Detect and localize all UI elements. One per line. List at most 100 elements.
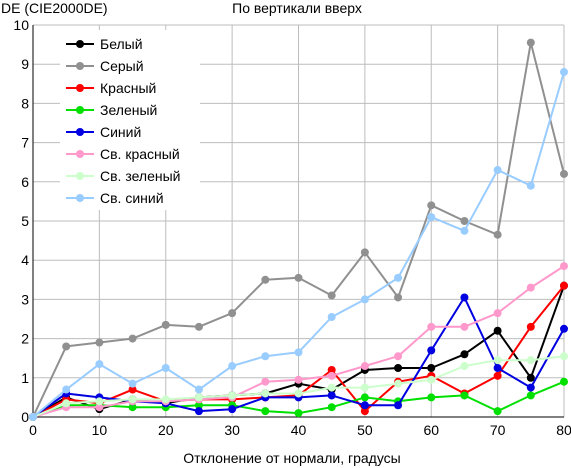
legend-label: Св. синий (100, 190, 164, 206)
y-tick-label: 1 (21, 370, 29, 386)
y-tick-label: 6 (21, 174, 29, 190)
data-point (560, 281, 568, 290)
legend-item: Св. красный (66, 146, 180, 162)
data-point (327, 313, 336, 322)
data-point (493, 356, 502, 365)
data-point (460, 391, 469, 400)
data-point (560, 169, 568, 178)
data-point (95, 397, 104, 406)
data-point (294, 348, 303, 357)
legend-label: Красный (100, 80, 156, 96)
data-point (194, 407, 203, 416)
data-point (194, 322, 203, 331)
series-group (29, 38, 568, 421)
y-tick-label: 3 (21, 291, 29, 307)
data-point (360, 383, 369, 392)
data-point (394, 364, 403, 372)
data-point (427, 201, 436, 210)
legend-swatch-marker (76, 128, 84, 136)
data-point (194, 401, 203, 410)
data-point (261, 275, 270, 284)
y-axis-label: DE (CIE2000DE) (1, 0, 108, 16)
data-point (161, 395, 170, 404)
data-point (460, 350, 469, 359)
data-point (327, 365, 336, 374)
data-point (360, 362, 369, 371)
legend-swatch-marker (76, 172, 84, 180)
data-point (261, 389, 270, 398)
data-point (560, 262, 568, 271)
data-point (427, 322, 436, 331)
data-point (493, 364, 502, 372)
data-point (427, 375, 436, 384)
data-point (493, 309, 502, 318)
data-point (493, 230, 502, 239)
data-point (294, 389, 303, 398)
legend-item: Красный (66, 80, 156, 96)
data-point (460, 362, 469, 371)
legend-label: Св. зеленый (100, 168, 180, 184)
legend-box (60, 30, 200, 210)
data-point (493, 166, 502, 175)
data-point (427, 213, 436, 222)
legend: Белый Серый Красный Зеленый Синий Св. красный… (60, 30, 200, 210)
data-point (228, 309, 237, 318)
data-point (360, 407, 369, 416)
data-point (327, 383, 336, 392)
data-point (460, 322, 469, 331)
data-point (427, 364, 436, 372)
chart-title: По вертикали вверх (232, 0, 362, 16)
legend-item: Св. зеленый (66, 168, 180, 184)
data-point (128, 385, 137, 394)
data-point (228, 405, 237, 414)
data-point (128, 334, 137, 343)
y-tick-label: 4 (21, 252, 29, 268)
y-tick-label: 2 (21, 331, 29, 347)
data-point (560, 324, 568, 333)
legend-label: Синий (100, 124, 141, 140)
x-tick-label: 70 (490, 422, 506, 438)
legend-item: Серый (66, 58, 144, 74)
data-point (493, 326, 502, 335)
data-point (427, 393, 436, 402)
data-point (560, 352, 568, 361)
legend-item: Св. синий (66, 190, 164, 206)
y-tick-label: 8 (21, 95, 29, 111)
legend-label: Серый (100, 58, 144, 74)
data-point (128, 395, 137, 404)
legend-swatch-marker (76, 150, 84, 158)
series-7 (29, 352, 568, 421)
data-point (261, 407, 270, 416)
data-point (194, 385, 203, 394)
data-point (360, 248, 369, 257)
data-point (228, 391, 237, 400)
data-point (228, 362, 237, 371)
legend-item: Синий (66, 124, 141, 140)
legend-label: Зеленый (100, 102, 157, 118)
x-tick-label: 0 (29, 422, 37, 438)
data-point (526, 38, 535, 47)
x-tick-label: 80 (556, 422, 571, 438)
data-point (294, 375, 303, 384)
data-point (394, 379, 403, 388)
data-point (95, 403, 104, 412)
data-point (294, 409, 303, 418)
legend-swatch-marker (76, 62, 84, 70)
data-point (427, 346, 436, 355)
data-point (327, 391, 336, 400)
data-point (128, 379, 137, 388)
y-tick-label: 5 (21, 213, 29, 229)
x-tick-label: 50 (357, 422, 373, 438)
data-point (460, 226, 469, 235)
data-point (128, 403, 137, 412)
data-point (460, 293, 469, 302)
legend-item: Зеленый (66, 102, 157, 118)
legend-item: Белый (66, 36, 143, 52)
data-point (261, 377, 270, 386)
data-point (560, 377, 568, 386)
data-point (394, 401, 403, 410)
data-point (327, 403, 336, 412)
series-8 (29, 68, 568, 421)
data-point (161, 320, 170, 329)
